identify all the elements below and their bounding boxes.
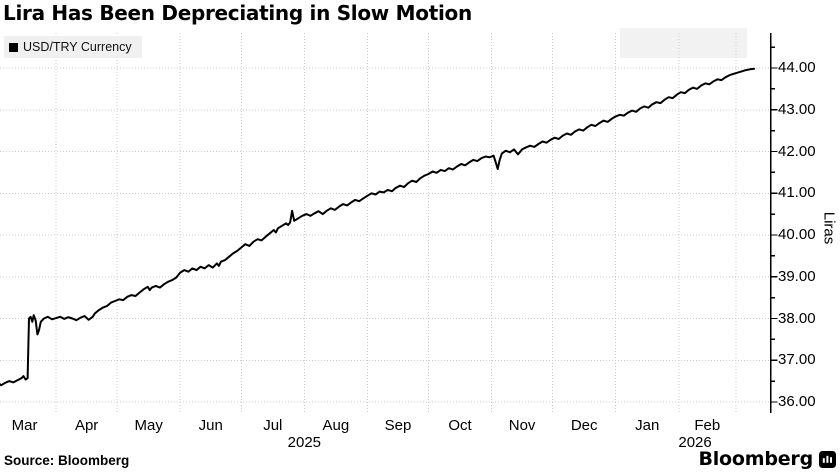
y-tick-label: 39.00 [778,267,816,285]
usdtry-price-line [0,67,756,387]
y-tick-label: 41.00 [778,184,816,202]
bloomberg-terminal-icon [819,450,836,468]
x-tick-label-month: May [134,417,163,434]
legend: USD/TRY Currency [4,36,142,58]
series-marker-icon [9,42,18,52]
legend-label: USD/TRY Currency [23,40,132,54]
x-tick-label-month: Jun [198,417,223,434]
x-tick-label-year: 2026 [678,434,712,451]
x-tick-label-month: Dec [570,417,598,434]
y-tick-label: 42.00 [778,142,816,160]
source-note: Source: Bloomberg [4,453,130,468]
y-tick-label: 36.00 [778,393,816,410]
x-tick-label-month: Jul [263,417,283,434]
y-tick-label: 38.00 [778,309,816,327]
x-tick-label-month: Nov [508,417,536,434]
x-tick-label-year: 2025 [287,434,322,451]
y-tick-label: 37.00 [778,351,816,369]
x-tick-label-month: Apr [74,417,99,434]
x-tick-label-month: Feb [694,417,721,434]
x-tick-label-month: Jan [635,417,660,434]
x-tick-label-month: Mar [11,417,38,434]
y-axis-title: Liras [820,211,838,245]
bloomberg-logo: Bloomberg [698,448,836,470]
tooltip-artifact [620,28,747,58]
x-tick-label-month: Sep [384,417,412,434]
y-tick-label: 44.00 [778,59,816,76]
x-tick-label-month: Oct [448,417,472,434]
x-tick-label-month: Aug [322,417,350,434]
bloomberg-wordmark: Bloomberg [698,448,813,470]
y-tick-label: 40.00 [778,226,816,243]
chart-title: Lira Has Been Depreciating in Slow Motio… [3,1,472,25]
y-tick-label: 43.00 [778,100,816,118]
